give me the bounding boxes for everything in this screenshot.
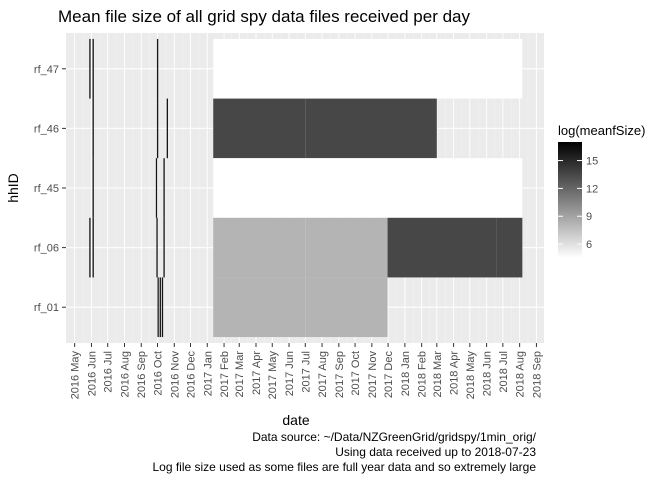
y-tick-label: rf_46 [34, 123, 59, 135]
heatmap-cell [387, 217, 497, 278]
y-axis-ticks: rf_47 rf_46 rf_45 rf_06 rf_01 [34, 64, 66, 314]
heatmap-cell [213, 277, 306, 338]
x-tick-label: 2018 Feb [417, 351, 429, 397]
heatmap-cell [157, 277, 159, 338]
heatmap-cell [305, 217, 388, 278]
legend-tick-label: 6 [586, 239, 592, 251]
heatmap-cell [305, 38, 523, 99]
heatmap-cell [92, 38, 94, 99]
x-tick-label: 2016 Dec [186, 351, 198, 399]
heatmap-cell [213, 98, 306, 159]
x-tick-label: 2018 Jan [400, 351, 412, 396]
heatmap-cell [156, 217, 158, 278]
legend-ticks: 6 9 12 15 [558, 156, 598, 251]
x-tick-label: 2018 Jun [482, 351, 494, 396]
legend-tick-label: 9 [586, 211, 592, 223]
heatmap-cell [161, 277, 164, 338]
x-tick-label: 2018 Sep [531, 351, 543, 398]
caption-line-2: Using data received up to 2018-07-23 [335, 445, 536, 459]
caption-line-3: Log file size used as some files are ful… [152, 460, 536, 474]
x-tick-label: 2017 Nov [367, 351, 379, 399]
x-tick-label: 2017 May [267, 351, 279, 400]
heatmap-cell [156, 98, 159, 159]
y-axis-title: hhID [5, 173, 21, 203]
heatmap-cell [89, 217, 91, 278]
x-tick-label: 2016 Jul [103, 351, 115, 393]
y-tick-label: rf_45 [34, 183, 59, 195]
legend-colorbar [558, 142, 582, 258]
x-tick-label: 2016 Sep [136, 351, 148, 398]
color-legend: log(meanfSize) 6 9 12 15 [558, 123, 645, 258]
heatmap-cell [213, 38, 306, 99]
x-tick-label: 2017 Jan [202, 351, 214, 396]
chart-title: Mean file size of all grid spy data file… [58, 7, 470, 26]
x-tick-label: 2016 Oct [152, 351, 164, 396]
x-tick-label: 2016 Jun [86, 351, 98, 396]
heatmap-cell [89, 38, 91, 99]
heatmap-cell [305, 98, 437, 159]
heatmap-cell [213, 158, 306, 218]
x-tick-label: 2017 Apr [251, 351, 263, 395]
legend-tick-label: 15 [586, 156, 598, 168]
heatmap-cell [166, 98, 168, 159]
y-tick-label: rf_01 [34, 302, 59, 314]
x-tick-label: 2018 Aug [515, 351, 527, 398]
x-tick-label: 2016 May [70, 351, 82, 400]
heatmap-cell [305, 277, 388, 338]
heatmap-cell [163, 158, 165, 218]
caption-line-1: Data source: ~/Data/NZGreenGrid/gridspy/… [252, 430, 536, 444]
x-axis-ticks: 2016 May 2016 Jun 2016 Jul 2016 Aug 2016 Sep… [70, 343, 543, 400]
x-tick-label: 2018 Mar [432, 351, 444, 398]
x-tick-label: 2017 Mar [234, 351, 246, 398]
heatmap-cell [156, 38, 159, 99]
x-tick-label: 2017 Sep [334, 351, 346, 398]
legend-title: log(meanfSize) [558, 123, 645, 138]
heatmap-cell [496, 217, 523, 278]
y-tick-label: rf_06 [34, 243, 59, 255]
x-axis-title: date [282, 412, 309, 428]
heatmap-cell [92, 98, 94, 159]
x-tick-label: 2016 Aug [119, 351, 131, 398]
heatmap-cell [163, 217, 165, 278]
heatmap-cells [89, 38, 523, 338]
heatmap-cell [155, 158, 158, 218]
x-tick-label: 2017 Feb [219, 351, 231, 397]
x-tick-label: 2018 Apr [449, 351, 461, 395]
x-tick-label: 2018 May [465, 351, 477, 400]
heatmap-cell [159, 277, 161, 338]
legend-tick-label: 12 [586, 183, 598, 195]
x-tick-label: 2017 Dec [383, 351, 395, 399]
x-tick-label: 2017 Aug [317, 351, 329, 398]
heatmap-cell [305, 158, 523, 218]
heatmap-cell [92, 217, 94, 278]
heatmap-cell [213, 217, 306, 278]
x-tick-label: 2017 Jun [284, 351, 296, 396]
heatmap-cell [92, 158, 94, 218]
x-tick-label: 2016 Nov [169, 351, 181, 399]
y-tick-label: rf_47 [34, 64, 59, 76]
x-tick-label: 2018 Jul [498, 351, 510, 393]
x-tick-label: 2017 Oct [350, 351, 362, 396]
caption: Data source: ~/Data/NZGreenGrid/gridspy/… [152, 430, 536, 474]
x-tick-label: 2017 Jul [300, 351, 312, 393]
